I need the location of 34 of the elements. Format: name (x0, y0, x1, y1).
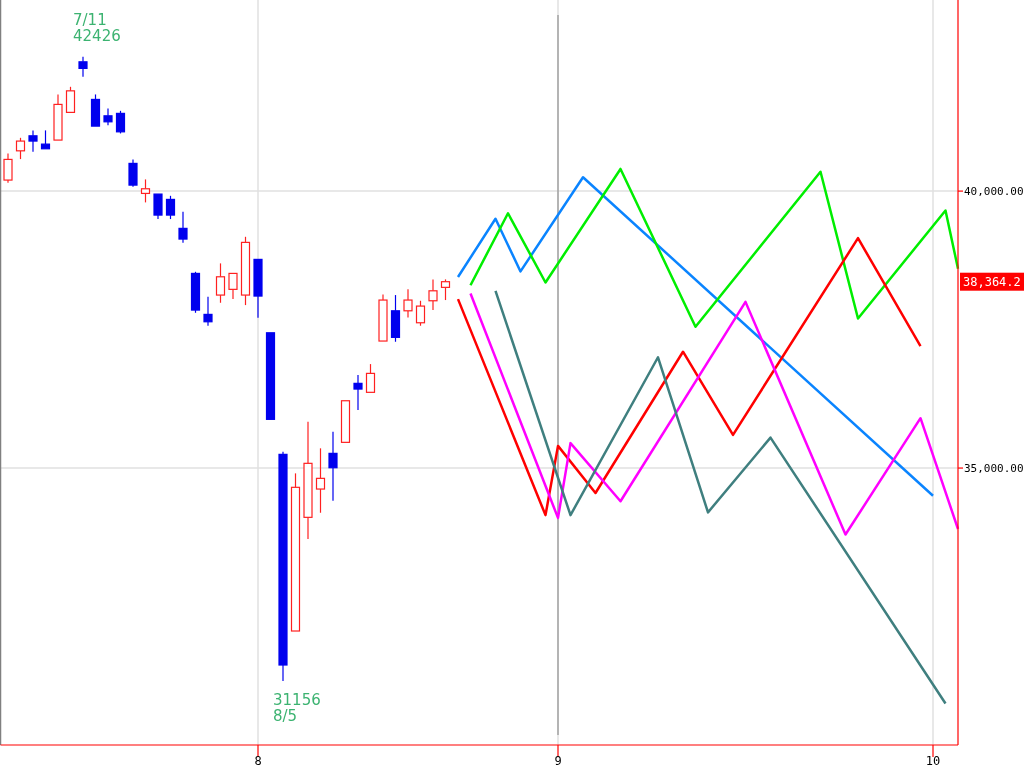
candlestick (428, 278, 438, 311)
candlestick (253, 258, 263, 319)
candlestick (203, 296, 213, 327)
candlestick (28, 129, 38, 153)
x-tick-label: 9 (554, 754, 562, 768)
text: 38,364.2 (963, 274, 1021, 289)
line-series (469, 292, 960, 536)
annotation: 31156 8/5 (273, 690, 321, 725)
candlestick (328, 431, 338, 502)
candlestick (378, 293, 388, 342)
candlestick (353, 374, 363, 411)
candlestick (128, 158, 138, 188)
candlestick (403, 288, 413, 318)
line-series (456, 236, 922, 517)
candlestick (78, 56, 88, 78)
candlestick (315, 447, 326, 514)
candlestick (340, 400, 351, 443)
candlestick (178, 211, 188, 244)
line-series (494, 289, 947, 705)
candlestick (153, 193, 163, 220)
candlestick (3, 152, 13, 184)
annotation: 7/11 42426 (73, 10, 121, 45)
y-tick-label: 40,000.00 (964, 185, 1024, 199)
candlestick (53, 93, 63, 141)
line-series (469, 167, 960, 329)
candlestick (103, 107, 113, 126)
candlestick (228, 272, 238, 300)
x-tick-label: 8 (254, 754, 262, 768)
candlestick (265, 332, 276, 420)
x-tick-label: 10 (925, 754, 941, 768)
y-tick-label: 35,000.00 (964, 462, 1024, 476)
line-series (456, 176, 935, 497)
candlestick (278, 451, 288, 682)
candlestick (303, 421, 313, 540)
